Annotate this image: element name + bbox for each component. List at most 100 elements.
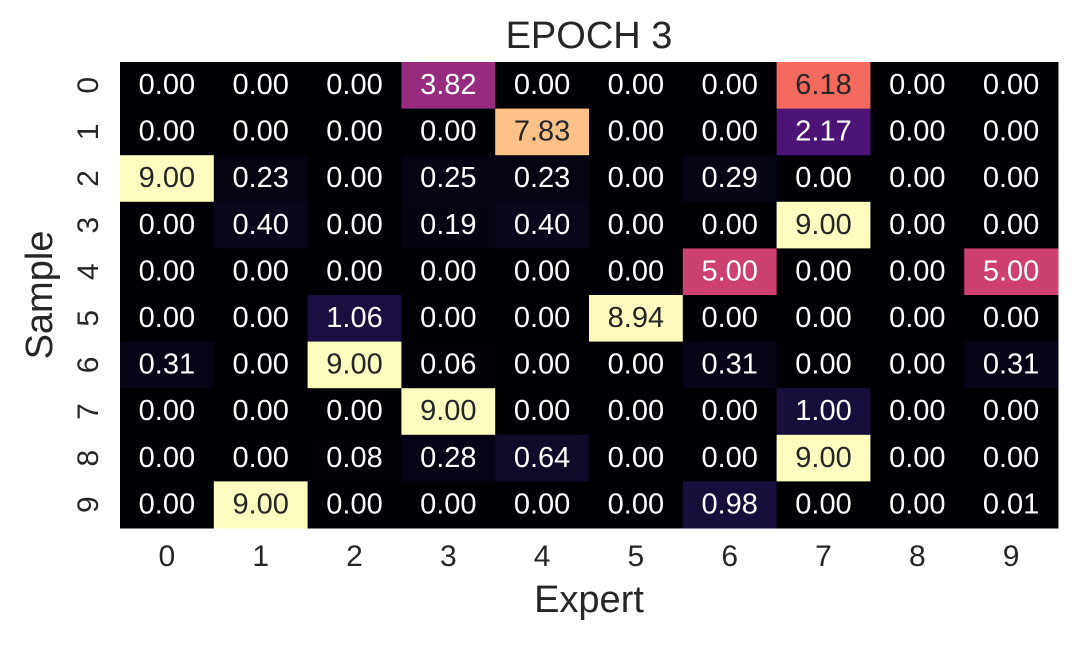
heatmap-cell — [120, 341, 215, 389]
cell-label: 9.00 — [232, 488, 288, 520]
heatmap-cell — [964, 155, 1059, 203]
cell-label: 0.98 — [701, 488, 757, 520]
heatmap-cell — [401, 108, 496, 156]
heatmap-cell — [495, 62, 590, 110]
cell-label: 0.00 — [889, 209, 945, 241]
heatmap-cell — [682, 388, 778, 436]
heatmap-cell — [964, 201, 1059, 249]
cell-label: 0.00 — [139, 69, 195, 101]
heatmap-cell — [495, 295, 590, 343]
heatmap-cell — [964, 108, 1059, 156]
heatmap-cell — [964, 434, 1059, 482]
heatmap-cell — [589, 108, 684, 156]
cell-label: 0.00 — [326, 209, 382, 241]
heatmap-cell — [682, 108, 778, 156]
heatmap-cell — [682, 434, 778, 482]
cell-label: 0.00 — [701, 442, 757, 474]
cell-label: 7.83 — [514, 116, 570, 148]
cell-label: 0.00 — [983, 395, 1039, 427]
cell-label: 0.00 — [889, 116, 945, 148]
cell-label: 0.00 — [795, 162, 851, 194]
cell-label: 0.00 — [608, 255, 664, 287]
heatmap-cell — [120, 388, 215, 436]
heatmap-cell — [589, 155, 684, 203]
cell-label: 9.00 — [795, 442, 851, 474]
x-tick-label: 4 — [534, 540, 551, 573]
cell-label: 0.00 — [795, 255, 851, 287]
cell-label: 9.00 — [326, 349, 382, 381]
cell-label: 0.00 — [608, 209, 664, 241]
cell-label: 1.06 — [326, 302, 382, 334]
heatmap-cell — [495, 341, 590, 389]
cell-label: 0.19 — [420, 209, 476, 241]
cell-label: 0.00 — [326, 116, 382, 148]
cell-label: 0.00 — [514, 255, 570, 287]
heatmap-cell — [120, 155, 215, 203]
cell-label: 0.00 — [514, 69, 570, 101]
cell-label: 0.00 — [420, 488, 476, 520]
y-tick-label: 2 — [72, 170, 105, 187]
cell-label: 0.00 — [139, 209, 195, 241]
heatmap-cell — [307, 434, 402, 482]
cell-label: 9.00 — [139, 162, 195, 194]
cell-label: 0.00 — [608, 349, 664, 381]
heatmap-cell — [120, 434, 215, 482]
cell-label: 0.31 — [701, 349, 757, 381]
heatmap-cell — [307, 481, 402, 529]
cell-label: 0.00 — [420, 255, 476, 287]
heatmap-cell — [682, 295, 778, 343]
heatmap-cell — [213, 388, 309, 436]
cell-label: 0.00 — [701, 209, 757, 241]
cell-label: 0.00 — [514, 488, 570, 520]
cell-label: 1.00 — [795, 395, 851, 427]
heatmap-cell — [213, 155, 309, 203]
heatmap-cell — [589, 388, 684, 436]
cell-label: 0.00 — [232, 349, 288, 381]
heatmap-cell — [401, 341, 496, 389]
cell-label: 0.00 — [326, 162, 382, 194]
heatmap-cell — [307, 295, 402, 343]
cell-label: 0.29 — [701, 162, 757, 194]
heatmap-cell — [870, 341, 965, 389]
x-tick-label: 1 — [252, 540, 269, 573]
cell-label: 2.17 — [795, 116, 851, 148]
cell-label: 0.00 — [514, 395, 570, 427]
cell-label: 0.00 — [889, 349, 945, 381]
y-axis-label: Sample — [19, 231, 61, 360]
x-tick-label: 9 — [1003, 540, 1020, 573]
cell-label: 0.00 — [326, 395, 382, 427]
heatmap-cell — [120, 248, 215, 296]
heatmap-cell — [120, 108, 215, 156]
y-tick-label: 8 — [72, 450, 105, 467]
heatmap-cell — [495, 108, 590, 156]
heatmap-cell — [776, 248, 871, 296]
heatmap-cell — [964, 388, 1059, 436]
heatmap-cell — [870, 201, 965, 249]
x-tick-label: 0 — [159, 540, 176, 573]
heatmap-cell — [870, 434, 965, 482]
cell-label: 0.00 — [608, 395, 664, 427]
heatmap-cell — [682, 155, 778, 203]
cell-label: 0.01 — [983, 488, 1039, 520]
y-tick-label: 0 — [72, 77, 105, 94]
heatmap-cell — [120, 62, 215, 110]
cell-label: 0.00 — [232, 395, 288, 427]
heatmap-cell — [307, 201, 402, 249]
heatmap-cell — [589, 341, 684, 389]
cell-label: 5.00 — [983, 255, 1039, 287]
heatmap-cell — [401, 434, 496, 482]
heatmap-cell — [964, 295, 1059, 343]
heatmap-cell — [682, 62, 778, 110]
cell-label: 0.23 — [232, 162, 288, 194]
cell-label: 0.00 — [608, 488, 664, 520]
heatmap-cell — [964, 248, 1059, 296]
cell-label: 0.06 — [420, 349, 476, 381]
heatmap-cell — [589, 481, 684, 529]
x-tick-label: 8 — [909, 540, 926, 573]
heatmap-cell — [495, 201, 590, 249]
cell-label: 0.00 — [889, 69, 945, 101]
heatmap-cell — [401, 481, 496, 529]
y-tick-label: 1 — [72, 124, 105, 141]
heatmap-cell — [307, 248, 402, 296]
cell-label: 0.00 — [608, 116, 664, 148]
